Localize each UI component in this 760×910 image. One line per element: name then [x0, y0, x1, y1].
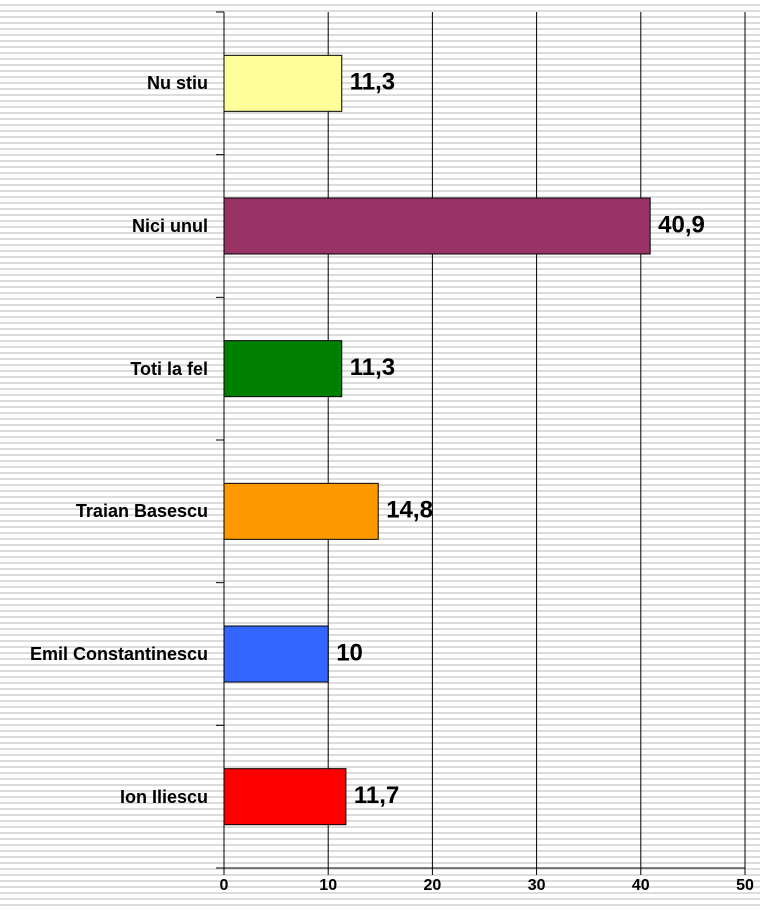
category-label: Ion Iliescu [119, 786, 208, 807]
bar [223, 625, 329, 683]
bar [223, 482, 379, 540]
value-label: 40,9 [658, 211, 705, 238]
value-label: 14,8 [386, 497, 433, 524]
bar [223, 54, 343, 112]
value-label: 11,7 [354, 782, 399, 809]
category-label: Nu stiu [147, 73, 208, 94]
x-tick-label: 30 [528, 877, 546, 894]
bar [223, 340, 343, 398]
value-label: 11,3 [350, 69, 395, 96]
x-tick-label: 40 [632, 877, 650, 894]
category-label: Emil Constantinescu [29, 644, 208, 664]
category-label: Traian Basescu [75, 501, 208, 522]
bar [223, 768, 347, 826]
category-label: Nici unul [132, 216, 208, 236]
x-tick-label: 10 [319, 877, 337, 894]
x-tick-label: 50 [736, 877, 754, 894]
bar [223, 197, 651, 255]
value-label: 10 [336, 639, 363, 666]
value-label: 11,3 [350, 354, 395, 381]
x-tick-label: 20 [424, 877, 442, 894]
x-tick-label: 0 [220, 877, 229, 894]
category-label: Toti la fel [130, 358, 208, 379]
